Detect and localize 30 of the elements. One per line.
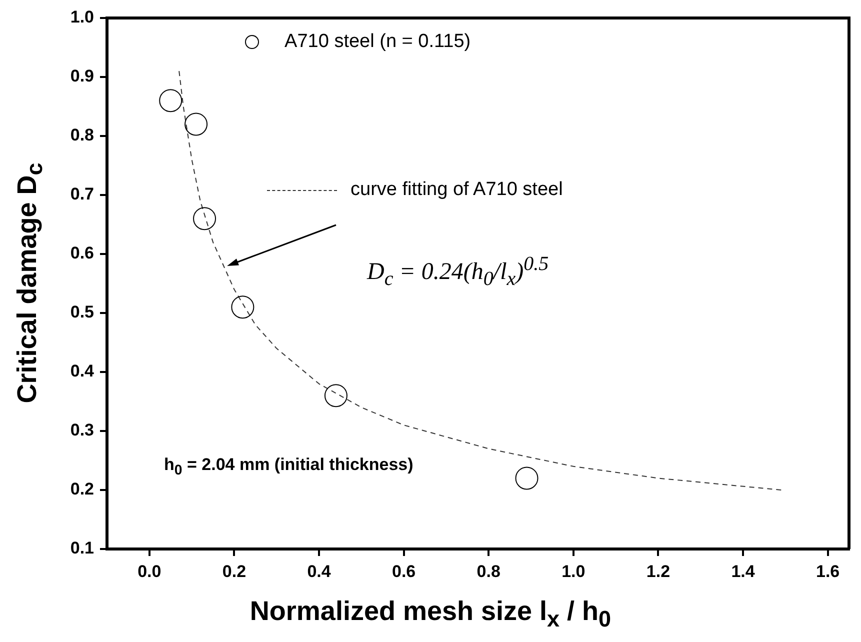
y-tick-label: 0.4 — [70, 362, 95, 381]
legend-label: curve fitting of A710 steel — [350, 179, 563, 202]
y-tick-label: 0.9 — [70, 66, 94, 86]
annotation: D$_{c}$ = 0.24(h$_{0}$/l$_{x}$)$^{0.5}$ — [367, 253, 549, 291]
y-tick-label: 0.7 — [70, 184, 94, 204]
point — [184, 112, 208, 136]
y-tick-label: 0.1 — [70, 538, 94, 558]
point — [515, 466, 538, 490]
x-tick-label: 0.4 — [307, 562, 332, 581]
legend-label: A710 steel (n = 0.115) — [284, 31, 471, 54]
x-tick-label: 0.6 — [392, 562, 416, 581]
point — [193, 207, 216, 230]
x-tick-label: 0.0 — [138, 562, 162, 581]
x-tick-label: 1.2 — [646, 562, 670, 581]
y-tick-label: 0.6 — [70, 244, 94, 263]
x-tick-label: 1.0 — [562, 562, 586, 581]
y-tick-label: 0.5 — [70, 302, 94, 322]
point — [159, 89, 182, 112]
y-tick-label: 0.8 — [70, 126, 94, 145]
y-tick-label: 1.0 — [70, 8, 94, 27]
y-tick-label: 0.2 — [70, 480, 94, 499]
x-tick-label: 0.8 — [476, 562, 500, 581]
x-tick-label: 0.2 — [222, 562, 246, 581]
y-tick-label: 0.3 — [70, 420, 94, 440]
point — [231, 296, 254, 319]
x-tick-label: 1.4 — [731, 562, 756, 581]
point — [324, 384, 348, 408]
x-axis-title: Normalized mesh size l$_{x}$ / h$_{0}$ — [248, 596, 612, 632]
annotation: h$_{0}$ = 2.04 mm (initial thickness) — [164, 455, 414, 478]
x-tick-label: 1.6 — [816, 562, 840, 581]
